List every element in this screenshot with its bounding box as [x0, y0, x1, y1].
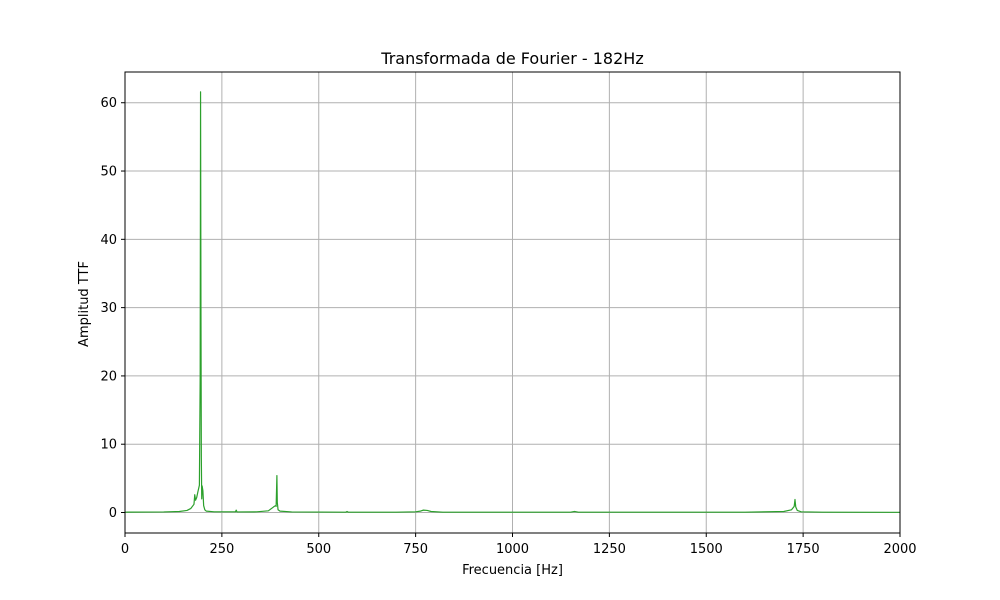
y-axis-label: Amplitud TTF — [77, 261, 92, 347]
y-tick-label: 60 — [100, 96, 117, 111]
x-tick-label: 2000 — [883, 542, 916, 557]
series-line-0 — [124, 91, 901, 513]
y-tick-label: 40 — [100, 233, 117, 248]
y-tick-label: 0 — [109, 506, 117, 521]
y-tick-label: 30 — [100, 301, 117, 316]
series-layer — [124, 91, 901, 513]
x-tick-label: 1250 — [593, 542, 626, 557]
grid — [124, 72, 901, 533]
ticks: 0 250 500 750 1000 1250 1500 1750 2000 0 10 20 30 40 5… — [100, 96, 916, 557]
x-tick-label: 0 — [121, 542, 129, 557]
x-tick-label: 1000 — [496, 542, 529, 557]
x-tick-label: 500 — [306, 542, 331, 557]
chart-title: Transformada de Fourier - 182Hz — [380, 49, 643, 68]
y-tick-label: 20 — [100, 369, 117, 384]
x-tick-label: 1750 — [787, 542, 820, 557]
x-tick-label: 1500 — [690, 542, 723, 557]
y-tick-label: 10 — [100, 438, 117, 453]
x-axis-label: Frecuencia [Hz] — [462, 563, 563, 578]
x-tick-label: 750 — [403, 542, 428, 557]
y-tick-label: 50 — [100, 165, 117, 180]
x-tick-label: 250 — [209, 542, 234, 557]
